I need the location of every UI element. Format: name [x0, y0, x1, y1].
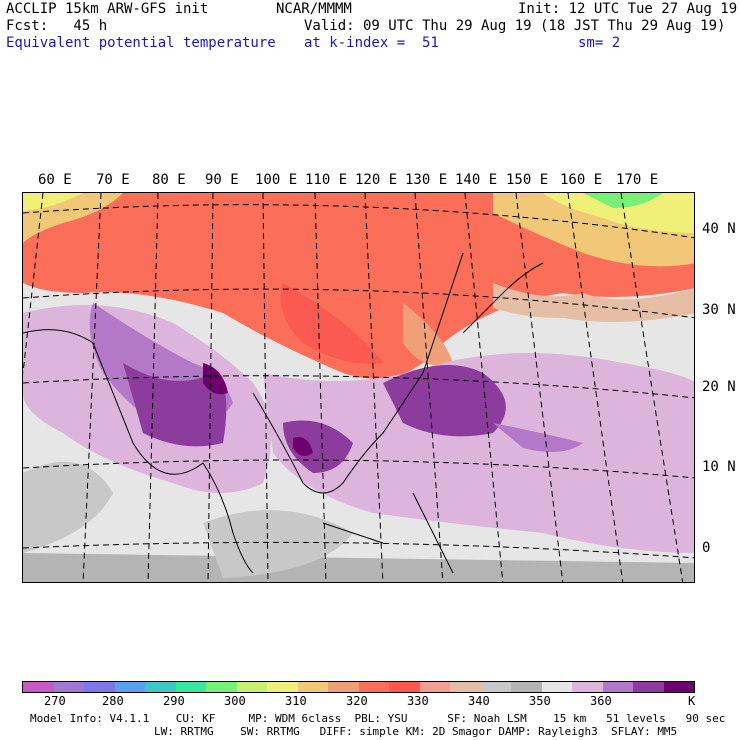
colorbar-swatch [663, 682, 694, 692]
lon-label: 120 E [355, 172, 398, 188]
colorbar-swatch [358, 682, 389, 692]
colorbar-swatch [23, 682, 54, 692]
colorbar-tick-label: 330 [407, 694, 429, 708]
colorbar-swatch [419, 682, 450, 692]
colorbar-tick-label: 270 [44, 694, 66, 708]
colorbar-swatch [114, 682, 145, 692]
lon-label: 60 E [38, 172, 72, 188]
model-info-line-2: LW: RRTMG SW: RRTMG DIFF: simple KM: 2D … [154, 725, 678, 738]
colorbar-swatch [236, 682, 267, 692]
lat-label: 0 [702, 540, 711, 556]
colorbar-tick-label: 280 [102, 694, 124, 708]
colorbar-tick-label: 360 [590, 694, 612, 708]
map-field [23, 193, 694, 582]
lon-label: 140 E [455, 172, 498, 188]
colorbar-tick-label: 320 [346, 694, 368, 708]
colorbar-swatch [84, 682, 115, 692]
colorbar-swatch [328, 682, 359, 692]
lon-label: 70 E [96, 172, 130, 188]
lon-label: 90 E [205, 172, 239, 188]
colorbar-swatch [53, 682, 84, 692]
colorbar-swatch [267, 682, 298, 692]
lon-label: 130 E [405, 172, 448, 188]
lon-label: 80 E [152, 172, 186, 188]
colorbar-tick-label: 300 [224, 694, 246, 708]
model-title: ACCLIP 15km ARW-GFS init [6, 1, 209, 17]
colorbar-tick-label: 340 [468, 694, 490, 708]
level-label: at k-index = 51 [304, 35, 439, 51]
colorbar-swatch [145, 682, 176, 692]
colorbar-tick-label: 310 [285, 694, 307, 708]
colorbar-tick-label: 290 [163, 694, 185, 708]
field-name: Equivalent potential temperature [6, 35, 276, 51]
forecast-hour: Fcst: 45 h [6, 18, 108, 34]
lat-label: 30 N [702, 302, 736, 318]
colorbar-swatch [175, 682, 206, 692]
colorbar-swatch [389, 682, 420, 692]
lat-label: 10 N [702, 459, 736, 475]
lon-label: 160 E [560, 172, 603, 188]
colorbar-swatch [572, 682, 603, 692]
lat-label: 20 N [702, 379, 736, 395]
colorbar-swatch [206, 682, 237, 692]
colorbar-swatch [602, 682, 633, 692]
lon-label: 150 E [506, 172, 549, 188]
model-info-line-1: Model Info: V4.1.1 CU: KF MP: WDM 6class… [30, 712, 726, 725]
lat-label: 40 N [702, 221, 736, 237]
valid-time: Valid: 09 UTC Thu 29 Aug 19 (18 JST Thu … [304, 18, 726, 34]
center-label: NCAR/MMMM [276, 1, 352, 17]
theta-e-map [22, 192, 695, 583]
colorbar-swatch [450, 682, 481, 692]
colorbar-unit-label: K [688, 694, 696, 708]
init-time: Init: 12 UTC Tue 27 Aug 19 [518, 1, 738, 17]
lon-label: 170 E [616, 172, 659, 188]
colorbar-swatch [297, 682, 328, 692]
color-scale-bar [22, 681, 695, 693]
lon-label: 100 E [255, 172, 298, 188]
lon-label: 110 E [305, 172, 348, 188]
colorbar-swatch [541, 682, 572, 692]
smoothing-label: sm= 2 [578, 35, 621, 51]
colorbar-tick-label: 350 [529, 694, 551, 708]
colorbar-swatch [633, 682, 664, 692]
colorbar-swatch [480, 682, 511, 692]
colorbar-swatch [511, 682, 542, 692]
